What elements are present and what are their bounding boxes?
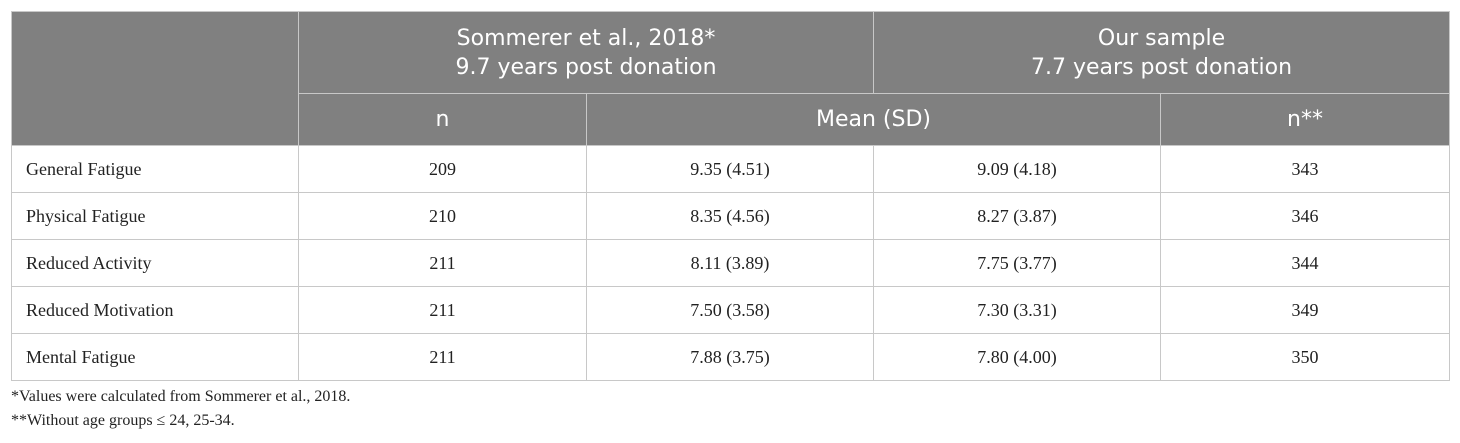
group-subtitle: 7.7 years post donation — [1031, 54, 1293, 80]
group-subtitle: 9.7 years post donation — [455, 54, 717, 80]
cell: 8.27 (3.87) — [873, 192, 1162, 240]
column-header: n** — [1160, 93, 1451, 146]
table-body: General Fatigue 209 9.35 (4.51) 9.09 (4.18)… — [11, 145, 1451, 381]
table-row: Physical Fatigue 210 8.35 (4.56) 8.27 (3.87… — [11, 192, 1451, 240]
row-label: General Fatigue — [11, 145, 299, 193]
cell: 210 — [298, 192, 587, 240]
header-empty — [11, 11, 299, 146]
cell: 209 — [298, 145, 587, 193]
cell: 7.75 (3.77) — [873, 239, 1162, 287]
cell: 343 — [1160, 145, 1451, 193]
group-header: Our sample 7.7 years post donation — [873, 11, 1451, 94]
cell: 344 — [1160, 239, 1451, 287]
row-label: Mental Fatigue — [11, 333, 299, 381]
row-label: Reduced Motivation — [11, 286, 299, 334]
table-row: Mental Fatigue 211 7.88 (3.75) 7.80 (4.00) 3… — [11, 333, 1451, 381]
cell: 8.11 (3.89) — [585, 239, 875, 287]
cell: 349 — [1160, 286, 1451, 334]
group-title: Sommerer et al., 2018* — [456, 25, 716, 51]
cell: 211 — [298, 286, 587, 334]
footnote: **Without age groups ≤ 24, 25-34. — [11, 412, 235, 429]
column-header: Mean (SD) — [585, 93, 1162, 146]
cell: 9.09 (4.18) — [873, 145, 1162, 193]
cell: 7.50 (3.58) — [585, 286, 875, 334]
cell: 7.88 (3.75) — [585, 333, 875, 381]
data-table: Sommerer et al., 2018* 9.7 years post do… — [11, 11, 1451, 381]
cell: 211 — [298, 239, 587, 287]
table-row: Reduced Activity 211 8.11 (3.89) 7.75 (3.77… — [11, 239, 1451, 287]
footnote: *Values were calculated from Sommerer et… — [11, 388, 351, 405]
row-label: Reduced Activity — [11, 239, 299, 287]
cell: 350 — [1160, 333, 1451, 381]
group-header: Sommerer et al., 2018* 9.7 years post do… — [297, 11, 875, 94]
cell: 9.35 (4.51) — [585, 145, 875, 193]
cell: 8.35 (4.56) — [585, 192, 875, 240]
cell: 211 — [298, 333, 587, 381]
cell: 7.30 (3.31) — [873, 286, 1162, 334]
cell: 7.80 (4.00) — [873, 333, 1162, 381]
group-title: Our sample — [1097, 25, 1226, 51]
table-row: Reduced Motivation 211 7.50 (3.58) 7.30 (3.… — [11, 286, 1451, 334]
row-label: Physical Fatigue — [11, 192, 299, 240]
table-row: General Fatigue 209 9.35 (4.51) 9.09 (4.18)… — [11, 145, 1451, 193]
column-header: n — [298, 93, 587, 146]
cell: 346 — [1160, 192, 1451, 240]
